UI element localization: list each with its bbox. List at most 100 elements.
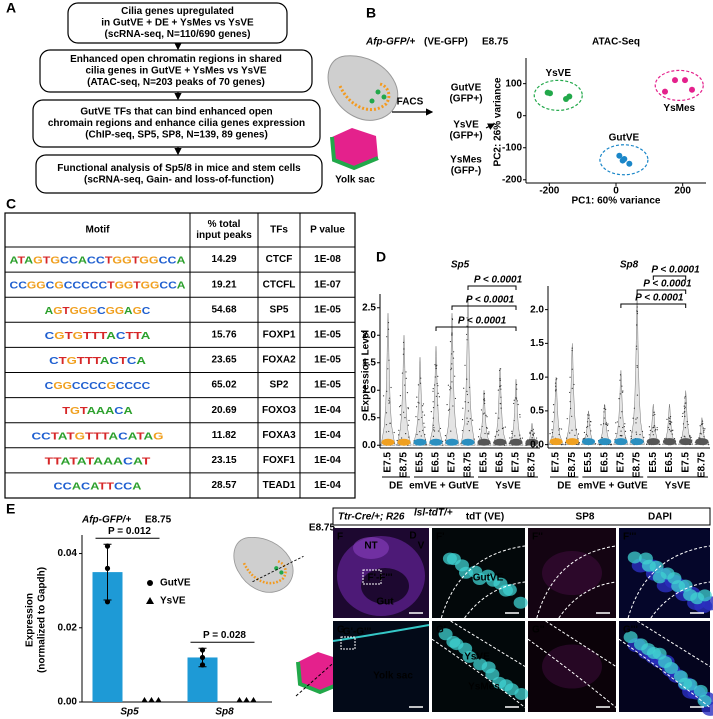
jitter-dot — [398, 444, 400, 446]
panel-label: F' — [436, 532, 445, 543]
jitter-dot — [669, 415, 672, 418]
jitter-dot — [406, 392, 409, 394]
channel-label: tdT (VE) — [466, 512, 504, 523]
jitter-dot — [618, 398, 620, 400]
jitter-dot — [382, 395, 385, 397]
jitter-dot — [500, 385, 502, 387]
jitter-dot — [462, 407, 464, 409]
violin-base — [493, 438, 507, 446]
cluster-label: YsVE — [545, 68, 571, 79]
jitter-dot — [620, 430, 622, 432]
x-tick-label: Sp8 — [215, 707, 234, 718]
x-tick-label: 200 — [674, 186, 691, 197]
jitter-dot — [560, 428, 563, 430]
significance-label: P < 0.0001 — [458, 316, 507, 327]
jitter-dot — [434, 384, 436, 386]
jitter-dot — [466, 390, 468, 392]
jitter-dot — [664, 438, 666, 440]
jitter-dot — [566, 418, 568, 420]
violin — [396, 335, 412, 446]
jitter-dot — [484, 432, 486, 435]
jitter-dot — [418, 402, 420, 404]
jitter-dot — [386, 336, 388, 338]
table-cell: 23.65 — [211, 355, 236, 366]
jitter-dot — [556, 378, 558, 380]
jitter-dot — [671, 433, 673, 435]
jitter-dot — [513, 402, 515, 405]
tissue-outline — [618, 620, 711, 708]
jitter-dot — [386, 390, 388, 392]
significance-label: P = 0.012 — [108, 526, 151, 537]
jitter-dot — [485, 414, 487, 416]
jitter-dot — [526, 444, 528, 446]
group-label: DE — [557, 481, 571, 492]
jitter-dot — [450, 367, 453, 369]
jitter-dot — [549, 432, 551, 435]
jitter-dot — [404, 384, 406, 386]
table-cell: 11.82 — [212, 430, 237, 441]
x-tick-label: E5.5 — [583, 452, 594, 473]
replicate-point — [250, 697, 257, 702]
y-tick-label: 1.5 — [362, 357, 376, 368]
jitter-dot — [562, 443, 564, 446]
jitter-dot — [571, 415, 573, 417]
jitter-dot — [439, 427, 442, 430]
jitter-dot — [648, 434, 650, 436]
jitter-dot — [571, 347, 573, 349]
violin-base — [614, 438, 628, 446]
jitter-dot — [689, 434, 691, 437]
table-cell: 54.68 — [211, 304, 236, 315]
jitter-dot — [636, 348, 638, 350]
jitter-dot — [703, 431, 705, 433]
jitter-dot — [529, 432, 531, 435]
jitter-dot — [586, 426, 588, 428]
jitter-dot — [433, 430, 436, 432]
jitter-dot — [483, 412, 485, 414]
signal — [627, 551, 642, 564]
jitter-dot — [498, 417, 500, 419]
y-axis-title: PC2: 26% variance — [493, 77, 504, 166]
replicate-point — [199, 654, 206, 661]
micrograph-bg — [528, 621, 616, 712]
jitter-dot — [654, 429, 657, 431]
jitter-dot — [630, 435, 632, 438]
violin-base — [695, 438, 709, 446]
jitter-dot — [684, 397, 686, 399]
jitter-dot — [454, 375, 456, 377]
jitter-dot — [683, 405, 685, 407]
jitter-dot — [484, 402, 486, 405]
jitter-dot — [442, 444, 444, 446]
jitter-dot — [536, 437, 538, 439]
jitter-dot — [380, 444, 382, 446]
jitter-dot — [466, 423, 468, 425]
jitter-dot — [586, 421, 589, 423]
jitter-dot — [682, 423, 685, 425]
x-tick-label: E7.5 — [383, 452, 394, 473]
jitter-dot — [424, 433, 426, 436]
micrograph-label: G'-G''' — [343, 627, 371, 638]
jitter-dot — [558, 429, 560, 431]
jitter-dot — [407, 408, 409, 410]
jitter-dot — [587, 414, 589, 416]
jitter-dot — [624, 423, 626, 425]
jitter-dot — [454, 397, 457, 400]
x-tick-label: E5.5 — [415, 452, 426, 473]
jitter-dot — [399, 395, 402, 397]
micrograph-label: NT — [364, 541, 377, 552]
jitter-dot — [451, 332, 453, 334]
jitter-dot — [423, 422, 425, 424]
jitter-dot — [635, 418, 637, 420]
table-header: TFs — [270, 225, 288, 236]
micrograph: F''' — [619, 528, 713, 619]
channel-label: DAPI — [648, 512, 672, 523]
workflow-box — [39, 49, 313, 93]
jitter-dot — [449, 389, 451, 391]
violin — [428, 346, 444, 446]
jitter-dot — [635, 422, 637, 424]
jitter-dot — [494, 435, 496, 438]
point — [566, 93, 573, 100]
significance-bracket — [620, 303, 687, 308]
jitter-dot — [555, 379, 557, 381]
table-cell: FOXF1 — [263, 455, 296, 466]
jitter-dot — [619, 379, 621, 381]
